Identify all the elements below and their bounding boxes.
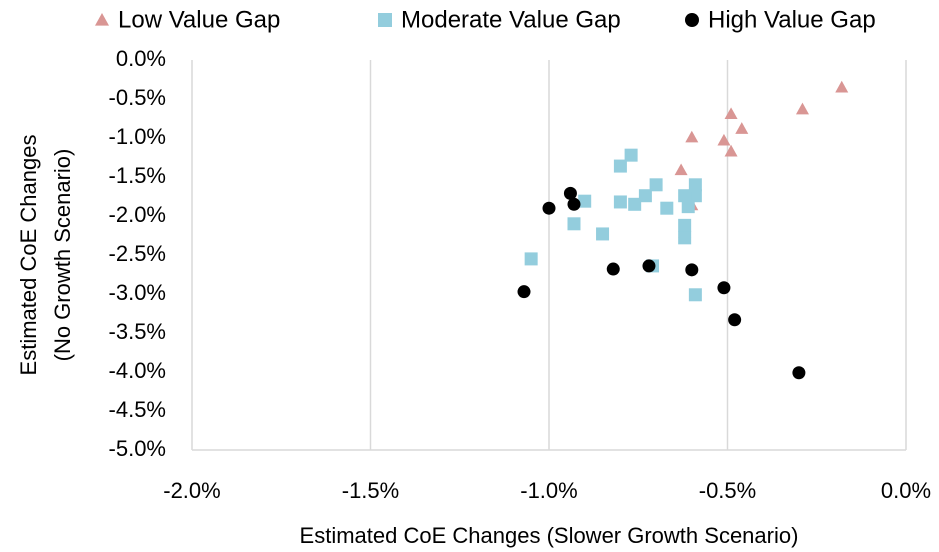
y-tick-label: -2.5% [109,241,166,266]
point [524,252,538,266]
point [638,189,652,203]
point [795,102,809,115]
point [674,163,688,176]
point [688,178,702,192]
point [681,200,695,214]
point [678,231,692,245]
point [613,195,627,209]
point [613,159,627,173]
y-tick-label: -3.0% [109,280,166,305]
point [596,227,610,241]
legend-marker [685,13,699,27]
y-tick-label: -4.5% [109,397,166,422]
point [688,189,702,203]
point [724,107,738,120]
point [542,201,556,215]
point [688,288,702,302]
point [563,186,577,200]
legend-marker [378,13,392,27]
legend-label: Low Value Gap [118,6,280,33]
x-tick-label: -0.5% [699,478,756,503]
point [678,218,692,232]
y-tick-label: -5.0% [109,436,166,461]
point [606,262,620,276]
point [792,366,806,380]
x-tick-label: 0.0% [881,478,931,503]
point [835,80,849,93]
point [628,197,642,211]
point [717,133,731,146]
y-tick-label: -1.0% [109,124,166,149]
point [735,122,749,134]
point [624,148,638,162]
x-tick-label: -2.0% [163,478,220,503]
legend-label: Moderate Value Gap [401,6,621,33]
y-axis-title: (No Growth Scenario) [50,149,75,362]
y-tick-label: 0.0% [116,46,166,71]
x-tick-label: -1.0% [520,478,577,503]
legend-marker [95,13,109,26]
point [642,259,656,273]
point [717,281,731,295]
x-tick-label: -1.5% [342,478,399,503]
point [724,144,738,157]
point [649,178,663,192]
y-tick-label: -1.5% [109,163,166,188]
point [678,189,692,203]
point [567,197,581,211]
point [685,130,699,143]
legend-label: High Value Gap [708,6,876,33]
point [578,194,592,208]
point [660,201,674,215]
point [517,285,531,299]
y-tick-label: -4.0% [109,358,166,383]
x-axis-title: Estimated CoE Changes (Slower Growth Sce… [300,523,799,548]
y-axis-title: Estimated CoE Changes [16,135,41,376]
point [728,313,742,327]
y-tick-label: -3.5% [109,319,166,344]
y-tick-label: -0.5% [109,85,166,110]
y-tick-label: -2.0% [109,202,166,227]
point [567,217,581,231]
point [685,263,699,277]
